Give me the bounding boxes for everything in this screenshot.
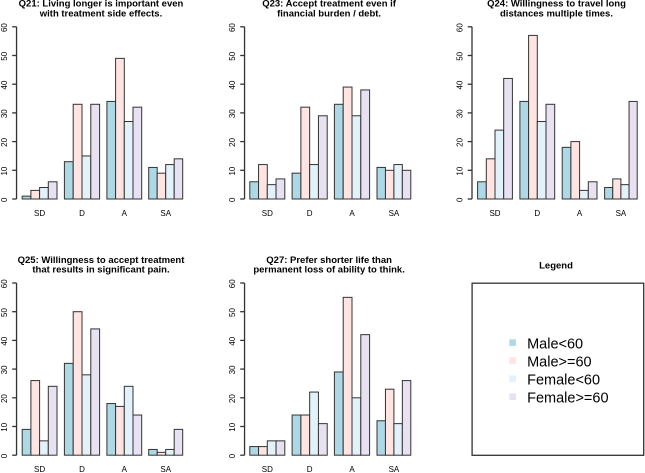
svg-text:SA: SA <box>616 209 627 218</box>
svg-text:10: 10 <box>228 166 237 175</box>
svg-text:SD: SD <box>34 209 45 218</box>
svg-text:A: A <box>349 465 355 473</box>
svg-text:Q21: Living longer is importan: Q21: Living longer is important even <box>19 0 184 10</box>
svg-text:Q24: Willingness to travel lon: Q24: Willingness to travel long <box>487 0 626 10</box>
svg-text:Female<60: Female<60 <box>527 373 600 389</box>
svg-text:SA: SA <box>160 465 171 473</box>
svg-text:30: 30 <box>0 109 9 118</box>
svg-text:20: 20 <box>0 137 9 146</box>
svg-text:30: 30 <box>228 365 237 374</box>
svg-text:SA: SA <box>389 465 400 473</box>
svg-text:D: D <box>79 209 85 218</box>
svg-text:Q23: Accept treatment even if: Q23: Accept treatment even if <box>262 0 397 10</box>
svg-text:40: 40 <box>0 336 9 345</box>
svg-text:60: 60 <box>455 23 464 32</box>
svg-text:A: A <box>122 465 128 473</box>
svg-text:0: 0 <box>0 197 9 202</box>
svg-text:40: 40 <box>0 80 9 89</box>
svg-text:10: 10 <box>455 166 464 175</box>
svg-text:Q27: Prefer shorter life than: Q27: Prefer shorter life than <box>266 255 392 266</box>
svg-text:Male>=60: Male>=60 <box>527 355 592 371</box>
svg-text:A: A <box>577 209 583 218</box>
svg-text:A: A <box>349 209 355 218</box>
svg-text:permanent loss of ability to t: permanent loss of ability to think. <box>253 265 405 276</box>
svg-text:distances multiple times.: distances multiple times. <box>500 9 613 20</box>
svg-text:SD: SD <box>262 465 273 473</box>
svg-text:40: 40 <box>455 80 464 89</box>
svg-text:50: 50 <box>228 308 237 317</box>
svg-text:SA: SA <box>389 209 400 218</box>
svg-text:SD: SD <box>262 209 273 218</box>
svg-text:50: 50 <box>228 51 237 60</box>
svg-text:with treatment side effects.: with treatment side effects. <box>39 9 162 20</box>
svg-text:60: 60 <box>228 279 237 288</box>
svg-text:D: D <box>307 209 313 218</box>
svg-text:50: 50 <box>0 51 9 60</box>
svg-text:20: 20 <box>228 137 237 146</box>
svg-text:20: 20 <box>0 394 9 403</box>
svg-text:Q25: Willingness to accept tre: Q25: Willingness to accept treatment <box>18 255 186 266</box>
svg-text:60: 60 <box>0 279 9 288</box>
svg-text:30: 30 <box>0 365 9 374</box>
svg-text:60: 60 <box>0 23 9 32</box>
svg-text:10: 10 <box>0 166 9 175</box>
svg-text:D: D <box>534 209 540 218</box>
svg-text:Legend: Legend <box>539 261 573 272</box>
svg-text:0: 0 <box>455 197 464 202</box>
svg-text:50: 50 <box>0 308 9 317</box>
svg-text:30: 30 <box>228 109 237 118</box>
svg-text:Female>=60: Female>=60 <box>527 391 608 407</box>
svg-text:financial burden / debt.: financial burden / debt. <box>277 9 381 20</box>
svg-text:20: 20 <box>455 137 464 146</box>
svg-text:50: 50 <box>455 51 464 60</box>
svg-text:Male<60: Male<60 <box>527 337 583 353</box>
svg-text:that results in significant pa: that results in significant pain. <box>32 265 169 276</box>
svg-text:60: 60 <box>228 23 237 32</box>
svg-text:SA: SA <box>160 209 171 218</box>
svg-text:40: 40 <box>228 80 237 89</box>
svg-text:10: 10 <box>228 422 237 431</box>
svg-text:30: 30 <box>455 109 464 118</box>
svg-text:D: D <box>79 465 85 473</box>
svg-text:SD: SD <box>489 209 500 218</box>
svg-text:20: 20 <box>228 394 237 403</box>
svg-text:SD: SD <box>34 465 45 473</box>
svg-text:D: D <box>307 465 313 473</box>
svg-text:40: 40 <box>228 336 237 345</box>
svg-text:A: A <box>122 209 128 218</box>
svg-text:0: 0 <box>0 453 9 458</box>
svg-text:10: 10 <box>0 422 9 431</box>
svg-text:0: 0 <box>228 453 237 458</box>
svg-text:0: 0 <box>228 197 237 202</box>
